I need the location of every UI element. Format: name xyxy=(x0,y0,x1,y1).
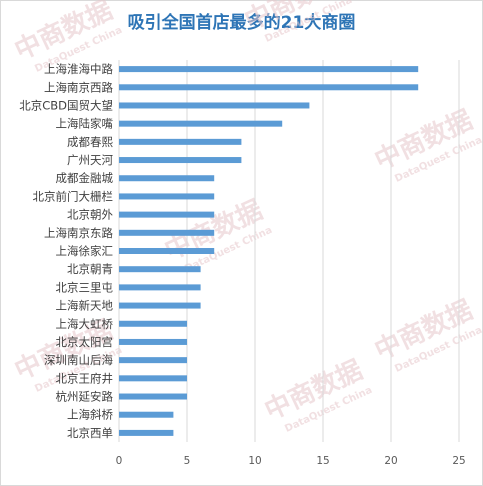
category-label: 成都春熙 xyxy=(67,135,113,149)
category-label: 北京朝外 xyxy=(67,208,113,222)
category-label: 深圳南山后海 xyxy=(44,353,113,367)
x-tick-label: 15 xyxy=(316,455,329,467)
category-label: 北京西单 xyxy=(67,426,113,440)
category-label: 上海大虹桥 xyxy=(56,317,114,331)
bar xyxy=(119,229,215,236)
category-label: 上海斜桥 xyxy=(67,408,113,422)
category-labels: 上海淮海中路上海南京西路北京CBD国贸大望上海陆家嘴成都春熙广州天河成都金融城北… xyxy=(19,62,113,440)
bars xyxy=(119,66,419,436)
category-label: 上海南京西路 xyxy=(44,80,113,94)
category-label: 北京三里屯 xyxy=(56,280,114,294)
category-label: 广州天河 xyxy=(67,153,113,167)
x-tick-label: 20 xyxy=(384,455,397,467)
bar xyxy=(119,102,310,109)
bar xyxy=(119,120,283,127)
bar xyxy=(119,175,215,182)
category-label: 上海徐家汇 xyxy=(56,244,114,258)
category-label: 上海淮海中路 xyxy=(44,62,113,76)
category-label: 北京太阳宫 xyxy=(56,335,114,349)
bar xyxy=(119,302,201,309)
x-tick-label: 10 xyxy=(248,455,261,467)
bar xyxy=(119,157,242,164)
bar xyxy=(119,211,215,218)
category-label: 杭州延安路 xyxy=(56,390,114,404)
bar xyxy=(119,320,187,327)
x-tick-label: 0 xyxy=(116,455,123,467)
category-label: 上海陆家嘴 xyxy=(56,117,114,131)
bar xyxy=(119,429,174,436)
category-label: 北京王府井 xyxy=(56,371,114,385)
bar xyxy=(119,84,419,91)
bar xyxy=(119,248,215,254)
bar xyxy=(119,138,242,145)
bar xyxy=(119,338,187,345)
bar xyxy=(119,284,201,291)
category-label: 上海南京东路 xyxy=(44,226,113,240)
bar xyxy=(119,193,215,200)
bar xyxy=(119,66,419,73)
chart-title: 吸引全国首店最多的21大商圈 xyxy=(127,13,356,33)
category-label: 成都金融城 xyxy=(56,171,114,185)
category-label: 北京朝青 xyxy=(67,262,113,276)
bar xyxy=(119,393,187,400)
bar xyxy=(119,266,201,273)
bar xyxy=(119,411,174,418)
x-tick-labels: 0 5 10 15 20 25 xyxy=(116,455,466,467)
category-label: 北京前门大栅栏 xyxy=(33,189,114,203)
x-tick-label: 5 xyxy=(184,455,191,467)
x-tick-label: 25 xyxy=(452,455,465,467)
category-label: 上海新天地 xyxy=(56,299,114,313)
category-label: 北京CBD国贸大望 xyxy=(19,98,113,112)
bar xyxy=(119,375,187,382)
bar xyxy=(119,357,187,364)
